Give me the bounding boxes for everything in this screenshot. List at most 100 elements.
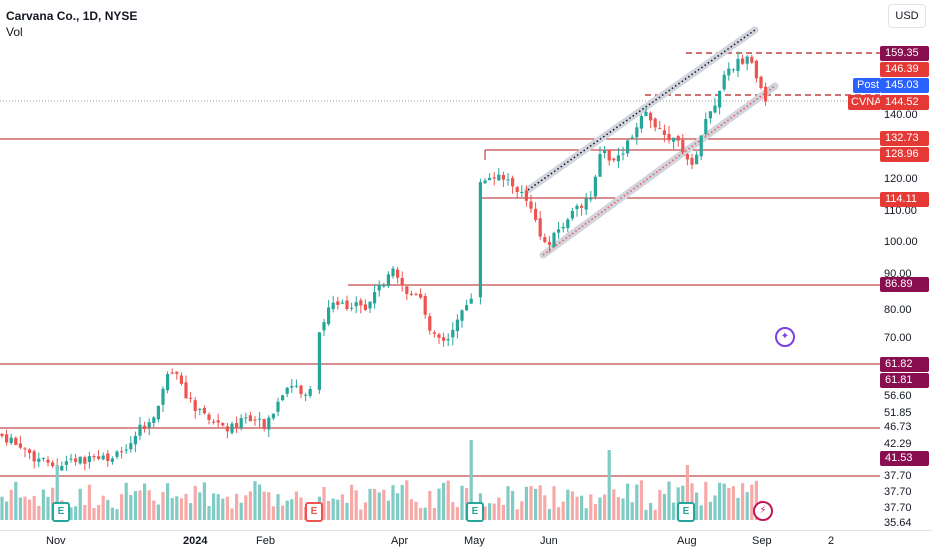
candle-body — [74, 458, 78, 462]
volume-bar — [340, 494, 344, 520]
volume-bar — [267, 492, 271, 520]
symbol-title[interactable]: Carvana Co., 1D, NYSE — [6, 9, 138, 23]
candle-body — [198, 408, 202, 410]
candle-body — [32, 451, 36, 462]
candle-body — [179, 375, 183, 384]
volume-indicator-label[interactable]: Vol — [6, 25, 23, 39]
price-tick-label: 100.00 — [884, 236, 918, 248]
price-axis[interactable]: USD 140.00 120.00 110.00 100.00 90.00 80.00 70… — [880, 0, 932, 530]
candle-body — [354, 302, 358, 307]
candle-body — [529, 201, 533, 209]
volume-bar — [207, 506, 211, 520]
candle-body — [442, 337, 446, 341]
volume-bar — [147, 490, 151, 520]
candle-body — [23, 448, 27, 450]
volume-bar — [534, 488, 538, 520]
currency-button[interactable]: USD — [888, 4, 926, 28]
volume-bar — [731, 486, 735, 520]
candle-body — [685, 154, 689, 160]
volume-bar — [483, 506, 487, 520]
volume-bar — [166, 483, 170, 520]
volume-bar — [216, 494, 220, 520]
volume-bar — [110, 507, 114, 520]
candle-body — [672, 137, 676, 142]
candle-body — [51, 462, 55, 467]
candle-body — [161, 388, 165, 405]
volume-bar — [0, 496, 4, 520]
candle-body — [465, 305, 469, 311]
earnings-icon[interactable]: E — [52, 502, 70, 522]
candle-body — [368, 301, 372, 309]
candle-body — [193, 400, 197, 412]
volume-bar — [612, 489, 616, 520]
volume-bar — [78, 488, 82, 520]
volume-bar — [258, 484, 262, 520]
volume-bar — [662, 493, 666, 520]
earnings-icon[interactable]: E — [305, 502, 323, 522]
candle-body — [276, 401, 280, 412]
candle-body — [566, 219, 570, 228]
volume-bar — [589, 494, 593, 520]
sparkle-icon[interactable]: ✦ — [775, 327, 795, 347]
candle-body — [386, 274, 390, 287]
volume-bar — [488, 503, 492, 520]
volume-bar — [713, 495, 717, 520]
volume-bar — [557, 507, 561, 520]
chart-area[interactable]: Carvana Co., 1D, NYSE Vol E E E E ⚡ ✦ Po… — [0, 0, 880, 530]
candle-body — [207, 414, 211, 420]
candle-body — [488, 177, 492, 181]
candle-body — [212, 421, 216, 423]
volume-bar — [570, 491, 574, 520]
volume-bar — [754, 480, 758, 520]
candle-body — [138, 424, 142, 436]
volume-bar — [750, 484, 754, 520]
volume-bar — [419, 507, 423, 520]
volume-bar — [368, 488, 372, 520]
volume-bar — [32, 495, 36, 520]
candle-body — [120, 451, 124, 453]
candle-body — [460, 310, 464, 321]
volume-bar — [363, 502, 367, 520]
volume-bar — [547, 508, 551, 520]
volume-bar — [722, 483, 726, 520]
price-chart[interactable] — [0, 0, 880, 530]
flash-icon[interactable]: ⚡ — [753, 501, 773, 521]
price-level-tag: 61.81 — [880, 373, 929, 388]
candle-body — [658, 128, 662, 130]
earnings-icon[interactable]: E — [677, 502, 695, 522]
earnings-icon[interactable]: E — [466, 502, 484, 522]
volume-bar — [74, 506, 78, 520]
candle-body — [308, 389, 312, 396]
candle-body — [598, 154, 602, 177]
candle-body — [543, 237, 547, 243]
volume-bar — [639, 480, 643, 520]
volume-bar — [741, 483, 745, 520]
volume-bar — [18, 497, 22, 520]
candle-body — [248, 415, 252, 422]
volume-bar — [409, 499, 413, 520]
volume-bar — [92, 508, 96, 520]
candle-body — [557, 229, 561, 233]
volume-bar — [28, 499, 32, 520]
time-axis[interactable]: Nov 2024 Feb Apr May Jun Aug Sep 2 — [0, 530, 932, 551]
chart-legend: Carvana Co., 1D, NYSE Vol — [6, 8, 137, 40]
candle-body — [267, 417, 271, 430]
candle-body — [230, 423, 234, 433]
candle-body — [603, 149, 607, 154]
price-level-tag: 128.96 — [880, 147, 929, 162]
candle-body — [184, 382, 188, 399]
candle-body — [561, 226, 565, 229]
time-label: Feb — [256, 535, 275, 547]
candle-body — [37, 458, 41, 462]
candle-body — [290, 386, 294, 388]
candle-body — [414, 293, 418, 295]
volume-bar — [281, 505, 285, 520]
volume-bar — [492, 503, 496, 520]
volume-bar — [170, 497, 174, 520]
candle-body — [271, 413, 275, 419]
candle-body — [750, 56, 754, 63]
candle-body — [695, 154, 699, 165]
volume-bar — [561, 501, 565, 520]
candle-body — [115, 451, 119, 457]
price-tick-label: 35.64 — [884, 517, 912, 529]
